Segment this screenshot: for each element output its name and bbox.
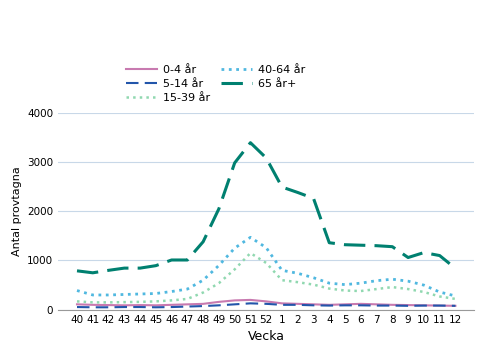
Y-axis label: Antal provtagna: Antal provtagna: [12, 166, 22, 256]
Legend: 0-4 år, 5-14 år, 15-39 år, 40-64 år, 65 år+: 0-4 år, 5-14 år, 15-39 år, 40-64 år, 65 …: [126, 65, 305, 103]
X-axis label: Vecka: Vecka: [248, 330, 285, 343]
